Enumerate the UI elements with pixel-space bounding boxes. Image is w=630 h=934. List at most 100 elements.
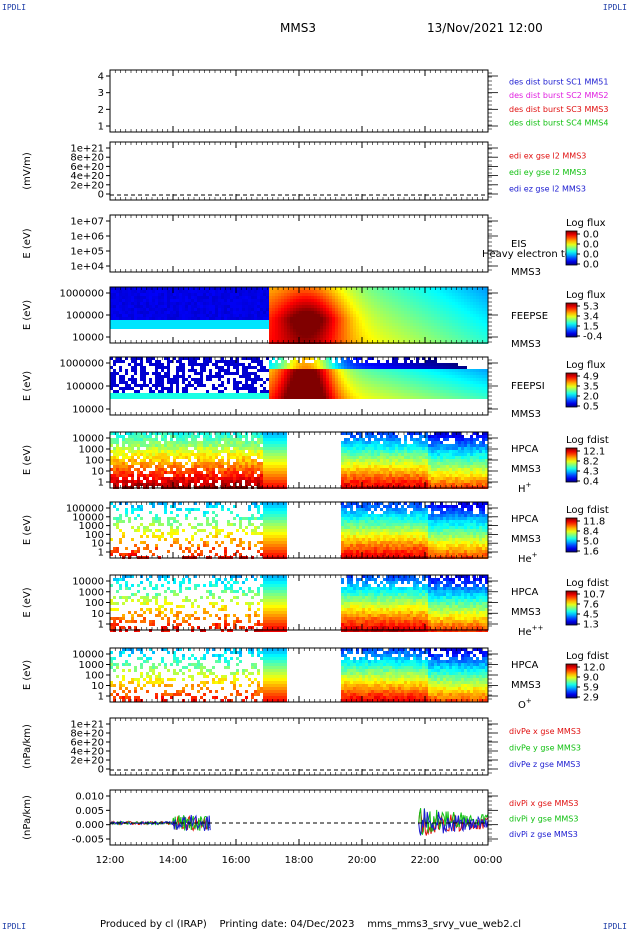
footer-printing: Printing date: 04/Dec/2023: [220, 919, 355, 930]
ytick-label: 4: [98, 72, 104, 83]
ytick-label: 1: [98, 692, 104, 703]
panel-feepse: 1000000 100000 10000 E (eV) FEEPSE MMS3 Log fl…: [22, 286, 606, 350]
colorbar-tick-label: 5.3: [583, 302, 599, 313]
panel-des-dist: 4 3 2 1 des dist burst SC1 MM51 des dist burs…: [98, 69, 608, 133]
ytick-label: 1000: [79, 660, 104, 671]
corner-label-bottom-right: IPDLI: [603, 922, 627, 931]
legend-entry: divPe z gse MMS3: [509, 760, 580, 769]
colorbar-tick-label: 8.4: [583, 527, 599, 538]
footer: Produced by cl (IRAP) Printing date: 04/…: [100, 919, 521, 930]
side-labels: EIS MMS3 Heavy electron tof: [482, 239, 575, 278]
legend-entry: edi ez gse l2 MMS3: [509, 185, 586, 194]
colorbar-gradient: [565, 302, 578, 338]
colorbar-tick-label: 11.8: [583, 517, 605, 528]
xtick-label: 18:00: [285, 855, 314, 866]
ytick-label: 1e+06: [70, 232, 104, 243]
ytick-label: 1: [98, 122, 104, 133]
side-label: MMS3: [511, 680, 541, 691]
corner-label-top-right: IPDLI: [603, 3, 627, 12]
side-labels: HPCA MMS3 He+: [511, 514, 541, 565]
side-labels: HPCA MMS3 H+: [511, 444, 541, 495]
colorbar-title: Log fdist: [566, 505, 609, 516]
plot-frame: [109, 214, 489, 273]
ytick-label: 1e+21: [70, 720, 104, 731]
chart-date: 13/Nov/2021 12:00: [427, 21, 543, 35]
ylabel: (nPa/km): [22, 795, 33, 840]
spectrogram-feepsi: [110, 357, 488, 399]
side-labels: FEEPSE MMS3: [511, 311, 548, 350]
ytick-label: 1: [98, 548, 104, 559]
colorbar-title: Log fdist: [566, 435, 609, 446]
ytick-label: 10000: [72, 405, 104, 416]
species-label: He++: [518, 624, 544, 638]
colorbar-title: Log fdist: [566, 651, 609, 662]
side-label: MMS3: [511, 267, 541, 278]
spectrogram-hpca-he2: [110, 575, 488, 632]
ytick-label: 2e+20: [70, 756, 104, 767]
ytick-label: 3: [98, 88, 104, 99]
ytick-label: 1e+21: [70, 144, 104, 155]
ytick-label: 10: [91, 467, 104, 478]
side-labels: FEEPSI MMS3: [511, 381, 545, 420]
spectrogram-hpca-h: [110, 432, 488, 489]
legend-entry: des dist burst SC2 MMS2: [509, 91, 608, 100]
xtick-label: 20:00: [348, 855, 377, 866]
ytick-label: 1000: [79, 587, 104, 598]
corner-label-top-left: IPDLI: [2, 3, 26, 12]
spectrogram-feepse: [110, 287, 488, 344]
ytick-label: 10000: [72, 434, 104, 445]
corner-label-bottom-left: IPDLI: [2, 922, 26, 931]
colorbar-tick-label: 2.0: [583, 392, 599, 403]
ylabel: E (eV): [22, 515, 33, 545]
ylabel: E (eV): [22, 660, 33, 690]
ytick-label: 100: [85, 456, 104, 467]
side-labels: HPCA MMS3 He++: [511, 587, 544, 638]
ytick-label: 1000: [79, 521, 104, 532]
ytick-label: 1e+04: [70, 262, 104, 273]
legend-entry: des dist burst SC3 MMS3: [509, 105, 608, 114]
ytick-label: 1: [98, 620, 104, 631]
legend-entry: divPi z gse MMS3: [509, 830, 578, 839]
panel-divpi: 0.010 0.005 0.000 -0.005 (nPa/km) divPi x gse…: [22, 789, 578, 866]
ylabel: E (eV): [22, 587, 33, 617]
colorbar-tick-label: 7.6: [583, 600, 599, 611]
colorbar-tick-label: 0.4: [583, 477, 599, 488]
colorbar-gradient: [565, 663, 578, 699]
ytick-label: 100: [85, 671, 104, 682]
legend-entry: des dist burst SC1 MM51: [509, 77, 608, 86]
ytick-label: 2: [98, 105, 104, 116]
side-label: MMS3: [511, 607, 541, 618]
chart-title: MMS3: [280, 21, 316, 35]
side-label: MMS3: [511, 409, 541, 420]
ytick-label: -0.005: [72, 835, 104, 846]
plot-frame: [109, 69, 489, 133]
legend-entry: edi ex gse l2 MMS3: [509, 151, 586, 160]
ytick-label: 0.005: [75, 806, 104, 817]
ytick-label: 100000: [66, 311, 104, 322]
colorbar-tick-label: 4.9: [583, 372, 599, 383]
colorbar-tick-label: 12.1: [583, 447, 605, 458]
ylabel: E (eV): [22, 228, 33, 258]
colorbar-tick-label: 12.0: [583, 663, 605, 674]
ylabel: (nPa/km): [22, 724, 33, 769]
panel-feepsi: 1000000 100000 10000 E (eV) FEEPSI MMS3 Log fl…: [22, 356, 606, 420]
colorbar-gradient: [565, 372, 578, 408]
colorbar-gradient: [565, 590, 578, 626]
overlay-text: Heavy electron tof: [482, 249, 575, 260]
species-label: H+: [518, 481, 532, 495]
colorbar-gradient: [565, 447, 578, 483]
xtick-label: 12:00: [96, 855, 125, 866]
spectrogram-hpca-he: [110, 502, 488, 559]
side-label: FEEPSE: [511, 311, 548, 322]
colorbar-tick-label: 0.0: [583, 250, 599, 261]
xtick-label: 16:00: [222, 855, 251, 866]
side-labels: HPCA MMS3 O+: [511, 660, 541, 711]
colorbar-tick-label: 5.0: [583, 537, 599, 548]
colorbar-title: Log flux: [566, 218, 606, 229]
